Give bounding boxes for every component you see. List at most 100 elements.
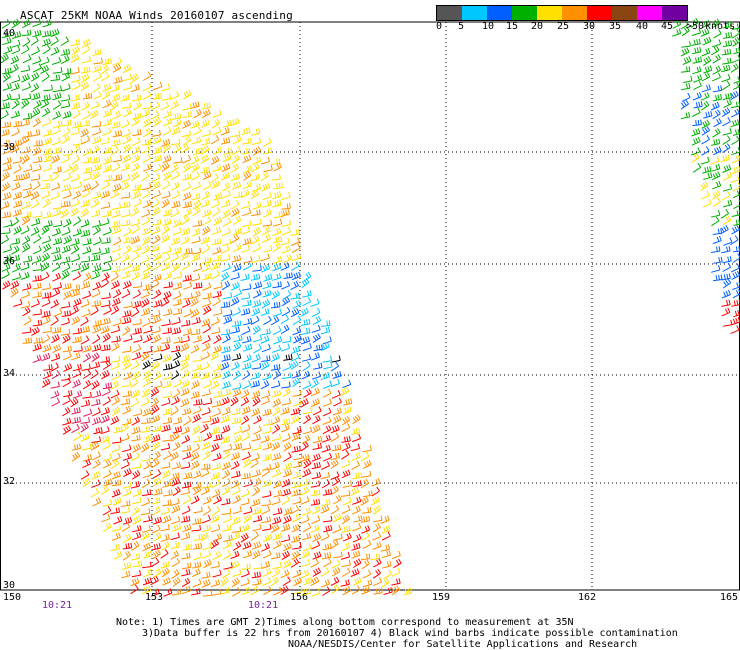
wind-barb (41, 252, 51, 263)
wind-barb (162, 416, 173, 425)
wind-barb (281, 433, 291, 442)
wind-barb (162, 480, 172, 488)
wind-barb (182, 201, 192, 209)
wind-barb (733, 75, 740, 84)
wind-barb (183, 292, 193, 300)
wind-barb (163, 363, 173, 371)
wind-barb (272, 480, 282, 489)
legend-label-10: 10 (482, 21, 495, 32)
wind-barb (0, 234, 10, 245)
wind-barb (122, 561, 132, 570)
wind-barb (260, 380, 270, 390)
wind-barb (702, 198, 712, 208)
wind-barb (701, 19, 711, 29)
wind-barb (12, 156, 22, 164)
wind-barb (152, 441, 161, 451)
wind-barb (712, 109, 721, 120)
wind-barb (41, 38, 51, 47)
wind-barb (353, 515, 363, 523)
wind-barb (150, 244, 160, 253)
wind-barb (182, 544, 193, 551)
wind-barb (143, 434, 153, 443)
wind-barb (261, 263, 271, 273)
wind-barb (22, 190, 32, 199)
wind-barb (721, 64, 731, 73)
wind-barb (42, 44, 51, 55)
wind-barb (161, 541, 170, 551)
wind-barb (372, 505, 382, 515)
wind-barb (270, 523, 280, 534)
wind-barb (351, 585, 361, 595)
wind-barb (301, 354, 312, 362)
wind-barb (731, 23, 740, 30)
wind-barb (261, 299, 271, 309)
wind-barb (332, 414, 342, 425)
wind-barb (332, 371, 342, 379)
wind-barb (112, 63, 122, 73)
wind-barb (130, 84, 140, 93)
wind-barb (61, 406, 71, 417)
wind-barb (311, 515, 321, 524)
wind-barb (182, 562, 192, 570)
wind-barb (171, 126, 181, 136)
wind-barb (340, 386, 350, 397)
wind-barb (63, 389, 73, 398)
wind-barb (170, 253, 180, 263)
wind-barb (293, 453, 303, 461)
wind-barb (120, 94, 130, 102)
wind-barb (141, 236, 151, 246)
wind-barb (131, 541, 140, 551)
wind-barb (341, 505, 351, 514)
wind-barb (211, 506, 221, 516)
wind-barb (272, 236, 283, 244)
wind-barb (230, 326, 240, 334)
wind-barb (191, 192, 201, 201)
wind-barb (82, 110, 91, 120)
wind-barb (722, 319, 733, 327)
wind-barb (122, 64, 132, 74)
wind-barb (11, 45, 21, 55)
wind-barb (121, 209, 131, 218)
wind-barb (162, 354, 172, 363)
wind-barb (92, 83, 101, 93)
wind-barb (272, 263, 282, 272)
wind-barb (161, 191, 171, 199)
wind-barb (192, 561, 202, 569)
wind-barb (50, 28, 60, 38)
wind-barb (702, 36, 712, 46)
wind-barb (320, 579, 330, 588)
wind-barb (270, 353, 280, 363)
wind-barb (22, 337, 33, 344)
wind-barb (241, 451, 251, 461)
wind-barb (180, 426, 190, 435)
wind-barb (90, 100, 100, 110)
wind-barb (190, 371, 201, 379)
wind-barb (732, 253, 740, 263)
wind-barb (252, 201, 262, 210)
wind-barb (711, 45, 720, 56)
lon-label-159: 159 (432, 592, 451, 603)
wind-barb (51, 369, 61, 380)
legend-label-50: >50 (686, 21, 705, 32)
wind-barb (272, 516, 282, 525)
wind-barb (82, 147, 92, 156)
wind-barb (301, 532, 312, 541)
wind-barb (140, 289, 150, 299)
wind-barb (122, 144, 132, 154)
wind-barb (240, 147, 251, 155)
wind-barb (212, 363, 222, 372)
wind-barb (310, 498, 321, 506)
wind-barb (142, 189, 151, 199)
wind-barb (210, 579, 221, 587)
wind-barb (330, 471, 340, 480)
wind-barb (82, 167, 93, 174)
wind-barb (72, 298, 82, 307)
wind-barb (221, 199, 231, 208)
speed-legend-bar (436, 5, 688, 21)
wind-barb (70, 94, 81, 102)
wind-barb (692, 162, 702, 173)
wind-barb (263, 585, 272, 596)
wind-barb (240, 389, 250, 399)
wind-barb (272, 256, 283, 264)
wind-barb (90, 144, 100, 155)
